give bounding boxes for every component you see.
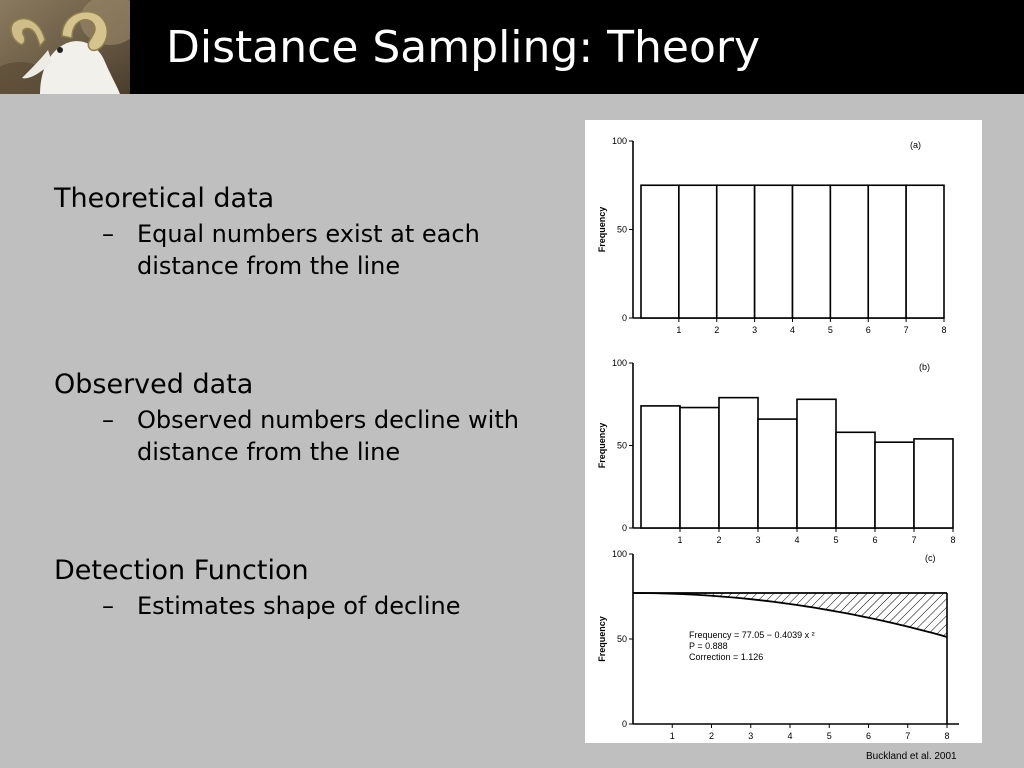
y-tick-label: 50	[617, 225, 627, 235]
bullet-group-observed: Observed data – Observed numbers decline…	[54, 366, 554, 468]
histogram-bar	[874, 441, 915, 529]
x-tick-label: 6	[866, 731, 871, 741]
dash-marker: –	[102, 406, 114, 434]
y-axis-label: Frequency	[597, 207, 607, 253]
y-axis-label: Frequency	[597, 616, 607, 662]
histogram-bar	[718, 396, 759, 529]
x-tick-label: 7	[911, 535, 916, 545]
y-tick-label: 50	[617, 634, 627, 644]
citation: Buckland et al. 2001	[866, 751, 957, 762]
x-tick-label: 6	[872, 535, 877, 545]
x-tick-label: 1	[670, 731, 675, 741]
sub-bullet: – Equal numbers exist at each distance f…	[102, 218, 554, 282]
x-tick-label: 7	[905, 731, 910, 741]
x-tick-label: 2	[709, 731, 714, 741]
x-tick-label: 5	[833, 535, 838, 545]
x-tick-label: 2	[716, 535, 721, 545]
x-tick-label: 2	[714, 325, 719, 335]
x-tick-label: 8	[944, 731, 949, 741]
sub-bullet: – Observed numbers decline with distance…	[102, 404, 554, 468]
equation-annotation: Correction = 1.126	[689, 652, 763, 662]
y-axis-label: Frequency	[597, 423, 607, 469]
y-tick-label: 0	[622, 313, 627, 323]
histogram-bar	[835, 431, 876, 529]
hatched-region	[633, 593, 947, 637]
panel-label: (b)	[919, 362, 930, 372]
sub-bullet-text: Observed numbers decline with distance f…	[137, 406, 519, 466]
dash-marker: –	[102, 592, 114, 620]
histogram-bar	[757, 418, 798, 529]
histogram-bar	[678, 184, 718, 319]
bullet-group-detection: Detection Function – Estimates shape of …	[54, 552, 554, 622]
histogram-bar	[913, 438, 954, 529]
x-tick-label: 6	[866, 325, 871, 335]
histogram-bar	[796, 398, 837, 529]
bullet-group-theoretical: Theoretical data – Equal numbers exist a…	[54, 180, 554, 282]
bullet-heading: Observed data	[54, 369, 254, 400]
x-tick-label: 3	[752, 325, 757, 335]
histogram-bar	[753, 184, 794, 319]
histogram-bar	[640, 184, 680, 319]
y-tick-label: 100	[612, 136, 627, 146]
x-tick-label: 8	[941, 325, 946, 335]
histogram-bar	[867, 184, 907, 319]
y-tick-label: 100	[612, 358, 627, 368]
equation-annotation: P = 0.888	[689, 641, 728, 651]
bullet-heading: Detection Function	[54, 555, 309, 586]
panel-label: (a)	[910, 140, 921, 150]
x-tick-label: 5	[827, 731, 832, 741]
x-tick-label: 3	[748, 731, 753, 741]
sub-bullet-text: Equal numbers exist at each distance fro…	[137, 220, 480, 280]
histogram-bar	[640, 405, 681, 529]
title-bar: Distance Sampling: Theory	[0, 0, 1024, 94]
equation-annotation: Frequency = 77.05 − 0.4039 x ²	[689, 630, 815, 640]
sub-bullet-text: Estimates shape of decline	[137, 592, 461, 620]
y-tick-label: 100	[612, 549, 627, 559]
histogram-figure: 0 50 100 Frequency (a) 1 2 3 4 5 6 7 8 0 50 100 Frequenc…	[585, 120, 982, 743]
y-tick-label: 0	[622, 719, 627, 729]
histogram-bar	[791, 184, 832, 319]
detection-curve	[632, 592, 948, 638]
histogram-bar	[905, 184, 945, 319]
y-tick-label: 50	[617, 441, 627, 451]
panel-label: (c)	[925, 553, 936, 563]
x-tick-label: 4	[790, 325, 795, 335]
x-tick-label: 1	[677, 535, 682, 545]
x-tick-label: 3	[755, 535, 760, 545]
x-tick-label: 8	[950, 535, 955, 545]
bullet-list: Theoretical data – Equal numbers exist a…	[54, 180, 554, 706]
x-tick-label: 7	[904, 325, 909, 335]
dall-sheep-photo	[0, 0, 130, 94]
x-tick-label: 4	[794, 535, 799, 545]
histogram-bar	[679, 406, 720, 529]
x-tick-label: 1	[676, 325, 681, 335]
histogram-bar	[715, 184, 756, 319]
x-tick-label: 4	[787, 731, 792, 741]
y-tick-label: 0	[622, 523, 627, 533]
sub-bullet: – Estimates shape of decline	[102, 590, 554, 622]
bullet-heading: Theoretical data	[54, 183, 275, 214]
histogram-bar	[829, 184, 870, 319]
slide-title: Distance Sampling: Theory	[166, 22, 761, 73]
x-tick-label: 5	[828, 325, 833, 335]
dash-marker: –	[102, 220, 114, 248]
